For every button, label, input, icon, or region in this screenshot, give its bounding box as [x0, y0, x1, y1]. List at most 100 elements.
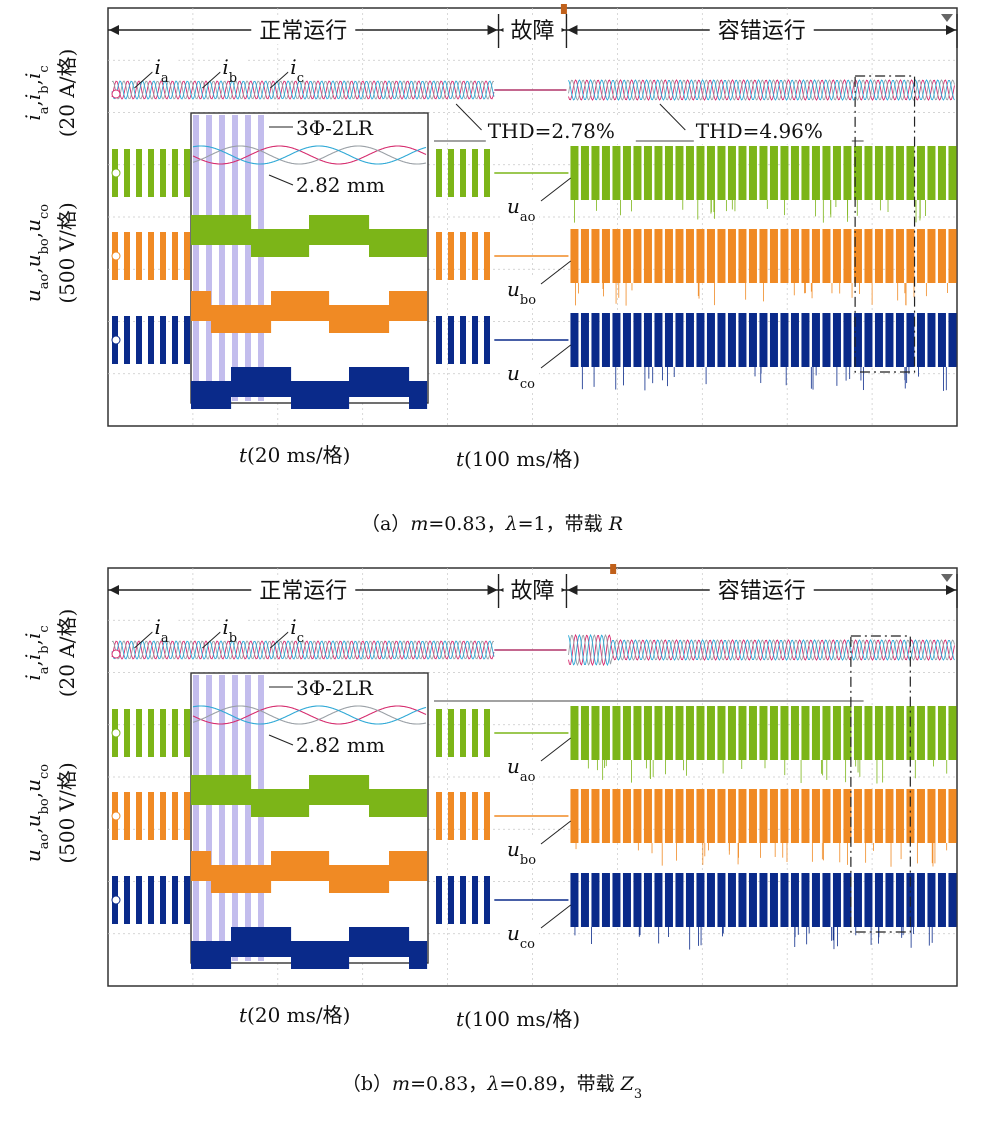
inset-pulse: [247, 305, 250, 333]
inset-pulse: [413, 851, 416, 881]
inset-pulse: [215, 215, 218, 245]
inset-pulse: [283, 291, 286, 321]
inset-pulse: [315, 775, 318, 805]
inset-pulse: [407, 927, 410, 957]
pulse-block: [675, 229, 684, 283]
inset-pulse: [351, 775, 354, 805]
inset-pulse: [369, 865, 372, 893]
inset-pulse: [203, 851, 206, 881]
current-scale-label: (20 A/格): [55, 609, 79, 698]
pulse-block: [664, 313, 673, 367]
inset-pulse: [425, 291, 428, 321]
pulse-block: [717, 229, 726, 283]
inset-pulse: [221, 941, 224, 969]
pulse-block: [832, 146, 841, 200]
pulse-block: [790, 229, 799, 283]
inset-pulse: [265, 927, 268, 957]
arrowhead-left: [109, 585, 119, 595]
pulse-block: [160, 876, 166, 924]
inset-pulse: [421, 229, 424, 257]
inset-pulse: [215, 381, 218, 409]
inset-pulse: [405, 789, 408, 817]
inset-pulse: [193, 775, 196, 805]
inset-pulse: [291, 291, 294, 321]
inset-pulse: [209, 381, 212, 409]
inset-pulse: [261, 229, 264, 257]
inset-pulse: [329, 941, 332, 969]
inset-pulse: [413, 941, 416, 969]
inset-pulse: [323, 851, 326, 881]
pulse-block: [612, 873, 621, 927]
inset: 3Φ-2LR 2.82 mm: [190, 112, 864, 409]
inset-pulse: [195, 941, 198, 969]
inset-pulse: [337, 941, 340, 969]
inset-pulse: [203, 941, 206, 969]
inset-pulse: [419, 851, 422, 881]
inset-pulse: [323, 291, 326, 321]
inset-pulse: [391, 789, 394, 817]
inset-pulse: [343, 775, 346, 805]
inset-pulse: [237, 927, 240, 957]
inset-pulse: [351, 927, 354, 957]
inset-pulse: [383, 229, 386, 257]
inset-pulse: [231, 927, 234, 957]
inset-pulse: [369, 789, 372, 817]
inset-pulse: [337, 305, 340, 333]
inset-pulse: [315, 215, 318, 245]
pulse-block: [811, 706, 820, 760]
pulse-block: [436, 149, 442, 197]
pulse-block: [948, 313, 957, 367]
inset-pulse: [191, 851, 194, 881]
inset-pulse: [289, 367, 292, 397]
inset-pulse: [231, 775, 234, 805]
inset-pulse: [311, 381, 314, 409]
inset-pulse: [251, 229, 254, 257]
inset-pulse: [397, 789, 400, 817]
inset-pulse: [275, 229, 278, 257]
inset-pulse: [195, 775, 198, 805]
inset-pulse: [305, 851, 308, 881]
inset-pulse: [267, 865, 270, 893]
inset: 3Φ-2LR 2.82 mm: [190, 672, 864, 969]
series-leader: [540, 820, 572, 845]
pulse-block: [633, 229, 642, 283]
inset-highlight-bar: [232, 115, 238, 401]
inset-pulse: [249, 367, 252, 397]
inset-pulse: [351, 215, 354, 245]
inset-pulse: [201, 851, 204, 881]
inset-pulse: [281, 927, 284, 957]
inset-pulse: [295, 381, 298, 409]
pulse-block: [436, 876, 442, 924]
inset-pulse: [325, 941, 328, 969]
inset-pulse: [321, 775, 324, 805]
series-leader: [540, 177, 572, 202]
inset-pulse: [381, 367, 384, 397]
inset-pulse: [395, 789, 398, 817]
inset-pulse: [307, 229, 310, 257]
inset-highlight-bar: [245, 115, 251, 401]
pulse-block: [843, 146, 852, 200]
inset-pulse: [417, 851, 420, 881]
pulse-block: [706, 873, 715, 927]
inset-trace-ubo: [191, 851, 428, 893]
inset-pulse: [395, 229, 398, 257]
inset-pulse: [241, 215, 244, 245]
inset-pulse: [223, 215, 226, 245]
inset-pulse: [357, 927, 360, 957]
inset-pulse: [403, 229, 406, 257]
inset-pulse: [383, 367, 386, 397]
pulse-block: [832, 873, 841, 927]
inset-pulse: [383, 789, 386, 817]
inset-pulse: [309, 775, 312, 805]
pulse-block: [172, 709, 178, 757]
pulse-block: [664, 789, 673, 843]
inset-pulse: [365, 865, 368, 893]
inset-pulse: [255, 927, 258, 957]
pulse-block: [801, 873, 810, 927]
inset-pulse: [313, 775, 316, 805]
inset-pulse: [387, 367, 390, 397]
trace-uco: [111, 873, 957, 950]
inset-pulse: [403, 367, 406, 397]
inset-pulse: [261, 305, 264, 333]
inset-pulse: [273, 291, 276, 321]
